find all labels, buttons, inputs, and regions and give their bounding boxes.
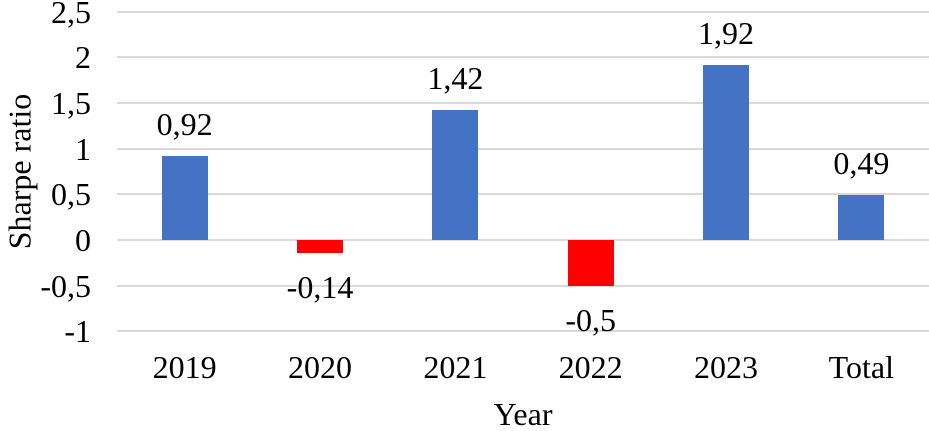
value-label-total: 0,49 [833,145,890,182]
y-tick-label: 1 [75,130,91,167]
value-label-2022: -0,5 [565,301,616,338]
y-tick-label: 0,5 [51,176,91,213]
gridline [117,147,929,150]
y-tick-label: -0,5 [40,267,91,304]
x-tick-label-2020: 2020 [288,349,352,385]
bar-2020 [297,240,343,253]
value-label-2023: 1,92 [698,14,754,51]
gridline [117,10,929,13]
y-tick-label: 1,5 [51,85,91,122]
y-tick-label: 2,5 [51,0,91,30]
gridline [117,56,929,59]
bar-2023 [703,64,749,240]
x-tick-label-2022: 2022 [558,349,623,385]
value-label-2021: 1,42 [427,60,484,97]
x-axis-title: Year [493,396,553,431]
bar-2019 [161,155,208,240]
bar-2021 [432,110,479,240]
gridline [117,239,929,241]
y-tick-label: -1 [64,313,91,350]
x-tick-label-2021: 2021 [423,349,488,385]
x-tick-label-total: Total [828,349,894,385]
bar-2022 [567,240,614,286]
gridline [117,102,929,105]
value-label-2020: -0,14 [286,268,354,305]
gridline [117,330,929,333]
x-tick-label-2023: 2023 [694,349,758,385]
gridline [117,193,929,196]
y-tick-label: 2 [75,39,91,76]
gridline [117,284,929,287]
y-tick-label: 0 [75,222,91,258]
bar-total [838,195,885,240]
x-tick-label-2019: 2019 [152,349,217,385]
value-label-2019: 0,92 [156,105,213,142]
